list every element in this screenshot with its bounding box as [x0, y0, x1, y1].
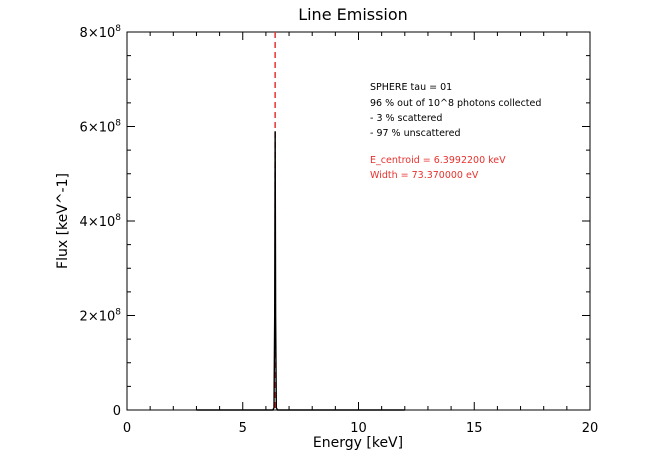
y-tick-label: 8×108 — [80, 24, 122, 41]
annotation-geometry: SPHERE tau = 01 — [370, 82, 452, 93]
info-annotations: SPHERE tau = 01 96 % out of 10^8 photons… — [370, 82, 541, 181]
y-tick-label: 0 — [113, 404, 121, 419]
annotation-collected: 96 % out of 10^8 photons collected — [370, 98, 541, 109]
annotation-centroid: E_centroid = 6.3992200 keV — [370, 155, 506, 166]
x-tick-label: 20 — [582, 421, 599, 436]
flux-series-line — [196, 131, 405, 411]
y-axis-label: Flux [keV^-1] — [55, 173, 71, 269]
x-tick-label: 5 — [239, 421, 247, 436]
y-tick-label: 4×108 — [80, 213, 122, 230]
x-axis-ticks: 0 5 10 15 20 — [123, 32, 598, 436]
x-tick-label: 15 — [466, 421, 483, 436]
chart-title: Line Emission — [298, 5, 408, 24]
x-tick-label: 0 — [123, 421, 131, 436]
annotation-unscattered: - 97 % unscattered — [370, 128, 461, 139]
y-axis-ticks: 0 2×108 4×108 6×108 8×108 — [80, 24, 590, 419]
x-tick-label: 10 — [350, 421, 367, 436]
y-tick-label: 2×108 — [80, 308, 122, 325]
x-axis-label: Energy [keV] — [313, 435, 403, 451]
annotation-width: Width = 73.370000 eV — [370, 170, 479, 181]
y-tick-label: 6×108 — [80, 119, 122, 136]
annotation-scattered: - 3 % scattered — [370, 113, 442, 124]
